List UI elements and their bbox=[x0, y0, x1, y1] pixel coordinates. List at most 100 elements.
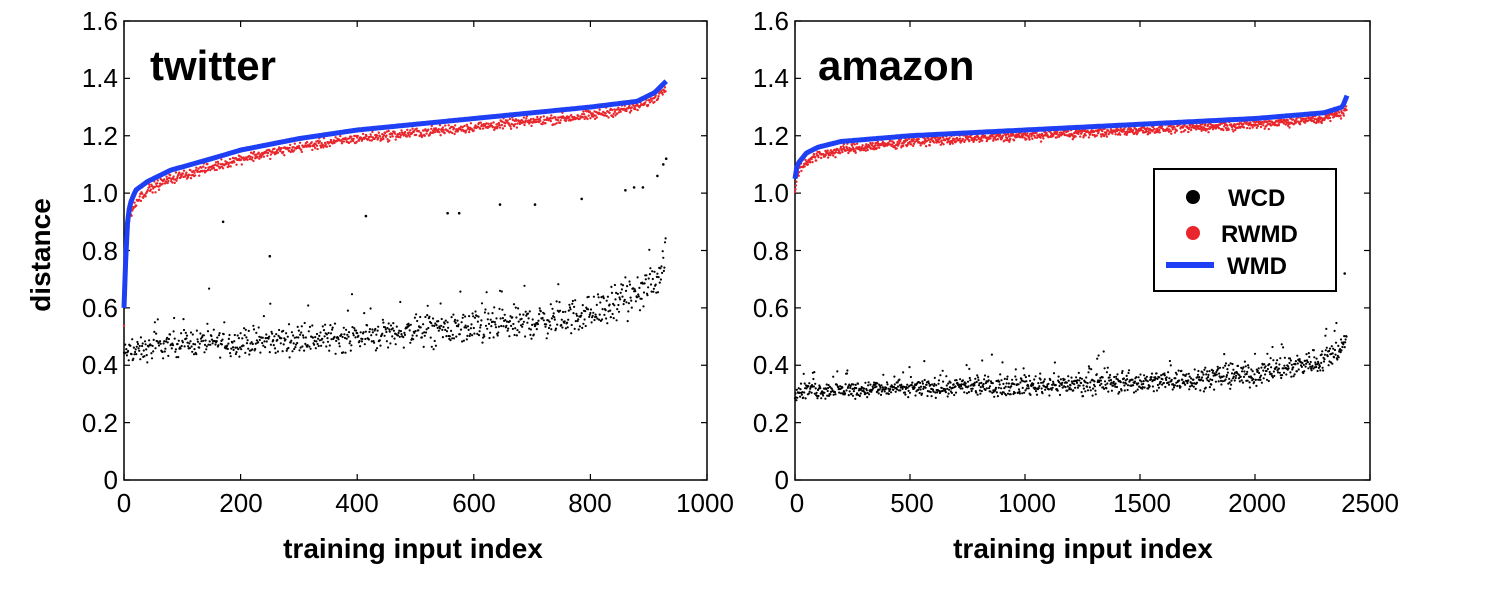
wcd-point bbox=[1002, 382, 1005, 385]
wcd-point bbox=[1172, 386, 1176, 389]
wcd-point bbox=[927, 382, 931, 385]
rwmd-point bbox=[544, 122, 547, 125]
wcd-point bbox=[487, 322, 491, 325]
wcd-point bbox=[1215, 373, 1218, 376]
wcd-point bbox=[432, 348, 435, 351]
wcd-point bbox=[1051, 386, 1054, 389]
wcd-point bbox=[1318, 365, 1321, 368]
wcd-point bbox=[450, 329, 453, 332]
wcd-point bbox=[941, 389, 944, 393]
wcd-point bbox=[803, 382, 806, 385]
wcd-point bbox=[189, 340, 192, 343]
wcd-point bbox=[347, 335, 350, 338]
wcd-point bbox=[880, 390, 884, 393]
wcd-point bbox=[641, 282, 645, 285]
wcd-point bbox=[583, 318, 586, 321]
wcd-point bbox=[403, 331, 406, 334]
wcd-point bbox=[1114, 385, 1117, 388]
rwmd-point bbox=[1255, 126, 1259, 130]
rwmd-point bbox=[1339, 114, 1342, 117]
wcd-point bbox=[299, 333, 302, 336]
wcd-point bbox=[1196, 376, 1199, 379]
legend-marker-rwmd bbox=[1186, 226, 1200, 240]
wcd-point bbox=[1320, 361, 1323, 364]
wcd-point bbox=[979, 386, 982, 389]
rwmd-point bbox=[149, 188, 152, 191]
wcd-point bbox=[199, 332, 202, 335]
rwmd-point bbox=[215, 168, 218, 172]
rwmd-point bbox=[1345, 108, 1348, 112]
wcd-point bbox=[864, 392, 867, 395]
wcd-point bbox=[153, 321, 156, 324]
wcd-point bbox=[648, 273, 652, 276]
wcd-point bbox=[601, 318, 604, 321]
rwmd-point bbox=[246, 158, 249, 161]
wcd-point bbox=[613, 304, 616, 307]
wcd-point bbox=[1025, 387, 1028, 390]
wcd-point bbox=[1212, 369, 1215, 372]
wcd-point bbox=[563, 320, 566, 323]
wcd-point bbox=[1109, 373, 1112, 377]
rwmd-point bbox=[509, 127, 513, 130]
wcd-point bbox=[454, 318, 457, 321]
wcd-point bbox=[872, 387, 875, 390]
wcd-point bbox=[1019, 381, 1022, 384]
wcd-point bbox=[899, 389, 902, 392]
wcd-point bbox=[1206, 370, 1209, 373]
wcd-point bbox=[466, 325, 470, 328]
wcd-point bbox=[1039, 378, 1042, 381]
rwmd-point bbox=[368, 135, 371, 139]
rwmd-point bbox=[912, 144, 915, 148]
wcd-point bbox=[341, 335, 344, 339]
wcd-point bbox=[313, 343, 316, 346]
wcd-point bbox=[608, 303, 611, 306]
wcd-point bbox=[331, 328, 334, 331]
wcd-point bbox=[1056, 389, 1059, 392]
wcd-point bbox=[1189, 385, 1192, 388]
rwmd-point bbox=[1231, 128, 1234, 131]
wcd-point bbox=[982, 382, 985, 386]
wcd-point bbox=[1341, 345, 1344, 349]
wcd-point bbox=[883, 390, 886, 393]
wcd-point bbox=[461, 316, 464, 319]
wcd-point bbox=[434, 344, 437, 347]
rwmd-point bbox=[803, 165, 806, 168]
wcd-point bbox=[296, 325, 299, 328]
wcd-point bbox=[1327, 364, 1330, 367]
wcd-point bbox=[391, 327, 394, 330]
rwmd-point bbox=[476, 125, 480, 128]
wcd-point bbox=[573, 327, 576, 330]
wcd-point bbox=[521, 323, 524, 326]
wcd-point bbox=[960, 383, 963, 386]
wcd-point bbox=[589, 311, 592, 315]
wcd-point bbox=[1155, 389, 1159, 392]
rwmd-point bbox=[406, 128, 409, 132]
wcd-point bbox=[467, 328, 470, 331]
wcd-point bbox=[1184, 383, 1187, 386]
wcd-point bbox=[869, 383, 872, 386]
wcd-point bbox=[227, 337, 230, 340]
rwmd-point bbox=[437, 128, 440, 131]
wcd-point bbox=[919, 385, 923, 388]
rwmd-point bbox=[896, 140, 899, 144]
wcd-point bbox=[1271, 376, 1274, 379]
rwmd-point bbox=[554, 116, 557, 119]
wcd-point bbox=[1080, 381, 1083, 385]
wcd-point bbox=[484, 324, 488, 327]
wcd-point bbox=[813, 371, 816, 374]
wcd-point bbox=[596, 317, 599, 320]
wcd-point bbox=[287, 323, 291, 326]
wcd-point bbox=[1029, 379, 1032, 382]
rwmd-point bbox=[826, 156, 830, 159]
wcd-point bbox=[801, 391, 804, 394]
wcd-point bbox=[411, 334, 414, 337]
wcd-point bbox=[1297, 368, 1300, 371]
wcd-point bbox=[1054, 384, 1057, 387]
wcd-point bbox=[1273, 374, 1276, 377]
wcd-point bbox=[192, 353, 196, 356]
rwmd-point bbox=[804, 158, 807, 162]
wcd-point bbox=[1177, 369, 1180, 372]
wcd-point bbox=[371, 331, 374, 334]
rwmd-point bbox=[184, 175, 187, 178]
wcd-point bbox=[1101, 376, 1104, 379]
